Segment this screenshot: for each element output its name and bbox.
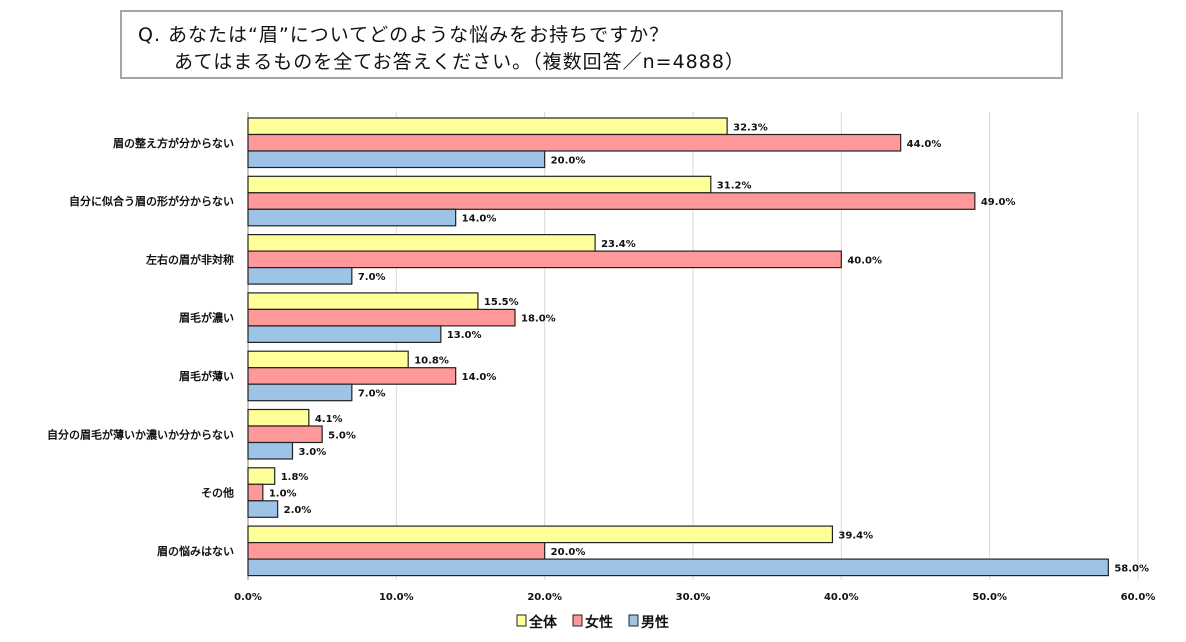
legend-label: 男性 bbox=[641, 614, 669, 631]
data-label: 14.0% bbox=[462, 214, 497, 225]
data-label: 40.0% bbox=[847, 255, 882, 266]
data-label: 10.8% bbox=[414, 355, 449, 366]
bar-全体 bbox=[247, 175, 712, 194]
data-label: 39.4% bbox=[838, 530, 873, 541]
bar-男性 bbox=[247, 441, 294, 460]
bar-全体 bbox=[247, 467, 276, 485]
bar-男性 bbox=[247, 500, 279, 518]
bar-女性 bbox=[247, 483, 264, 502]
x-tick-label: 0.0% bbox=[234, 592, 262, 603]
category-label: 眉の整え方が分からない bbox=[113, 136, 234, 150]
bar-女性 bbox=[247, 308, 516, 327]
x-tick-label: 40.0% bbox=[824, 592, 859, 603]
bar-女性 bbox=[247, 425, 323, 444]
x-tick-label: 10.0% bbox=[379, 592, 414, 603]
bar-男性 bbox=[247, 150, 546, 169]
question-title-box: Q. あなたは“眉”についてどのような悩みをお持ちですか？ あてはまるものを全て… bbox=[120, 10, 1063, 79]
category-label: 眉毛が濃い bbox=[179, 311, 234, 325]
data-label: 31.2% bbox=[717, 181, 752, 192]
x-tick-label: 20.0% bbox=[527, 592, 562, 603]
legend-label: 全体 bbox=[528, 614, 558, 631]
data-label: 7.0% bbox=[358, 388, 386, 399]
data-label: 1.8% bbox=[281, 472, 309, 483]
bar-女性 bbox=[247, 133, 902, 152]
legend-swatch-女性 bbox=[572, 614, 583, 627]
bar-女性 bbox=[247, 367, 457, 385]
data-label: 32.3% bbox=[733, 122, 768, 133]
data-label: 58.0% bbox=[1114, 563, 1149, 574]
bar-男性 bbox=[247, 558, 1109, 577]
data-label: 7.0% bbox=[358, 272, 386, 283]
category-label: 眉毛が薄い bbox=[179, 369, 234, 383]
bar-全体 bbox=[247, 408, 310, 427]
question-title-line-1: Q. あなたは“眉”についてどのような悩みをお持ちですか？ bbox=[138, 24, 670, 46]
data-label: 15.5% bbox=[484, 297, 519, 308]
data-label: 18.0% bbox=[521, 314, 556, 325]
category-label: 自分に似合う眉の形が分からない bbox=[69, 194, 234, 208]
bar-全体 bbox=[247, 234, 596, 252]
data-label: 14.0% bbox=[462, 372, 497, 383]
data-label: 49.0% bbox=[981, 197, 1016, 208]
bar-女性 bbox=[247, 541, 546, 560]
legend-swatch-男性 bbox=[628, 614, 639, 627]
bar-男性 bbox=[247, 208, 457, 227]
bar-全体 bbox=[247, 117, 728, 136]
x-tick-label: 50.0% bbox=[972, 592, 1007, 603]
bar-女性 bbox=[247, 250, 842, 269]
data-label: 2.0% bbox=[284, 505, 312, 516]
legend-label: 女性 bbox=[585, 614, 613, 631]
category-label: 自分の眉毛が薄いか濃いか分からない bbox=[47, 427, 234, 441]
data-label: 3.0% bbox=[299, 447, 327, 458]
data-label: 1.0% bbox=[269, 489, 297, 500]
bar-全体 bbox=[247, 292, 479, 310]
data-label: 5.0% bbox=[328, 430, 356, 441]
bar-男性 bbox=[247, 267, 353, 285]
bar-男性 bbox=[247, 325, 442, 343]
data-label: 20.0% bbox=[551, 547, 586, 558]
question-title-line-2: あてはまるものを全てお答えください。（複数回答／n=4888） bbox=[174, 51, 745, 73]
bar-全体 bbox=[247, 350, 409, 369]
legend-swatch-全体 bbox=[516, 614, 527, 627]
category-label: 左右の眉が非対称 bbox=[145, 252, 234, 266]
bar-女性 bbox=[247, 192, 976, 210]
x-tick-label: 30.0% bbox=[676, 592, 711, 603]
bar-男性 bbox=[247, 383, 353, 402]
category-label: その他 bbox=[201, 486, 234, 500]
x-tick-label: 60.0% bbox=[1121, 592, 1156, 603]
data-label: 44.0% bbox=[907, 139, 942, 150]
category-label: 眉の悩みはない bbox=[157, 544, 234, 558]
data-label: 13.0% bbox=[447, 330, 482, 341]
data-label: 4.1% bbox=[315, 414, 343, 425]
bar-全体 bbox=[247, 525, 834, 544]
data-label: 23.4% bbox=[601, 239, 636, 250]
data-label: 20.0% bbox=[551, 155, 586, 166]
